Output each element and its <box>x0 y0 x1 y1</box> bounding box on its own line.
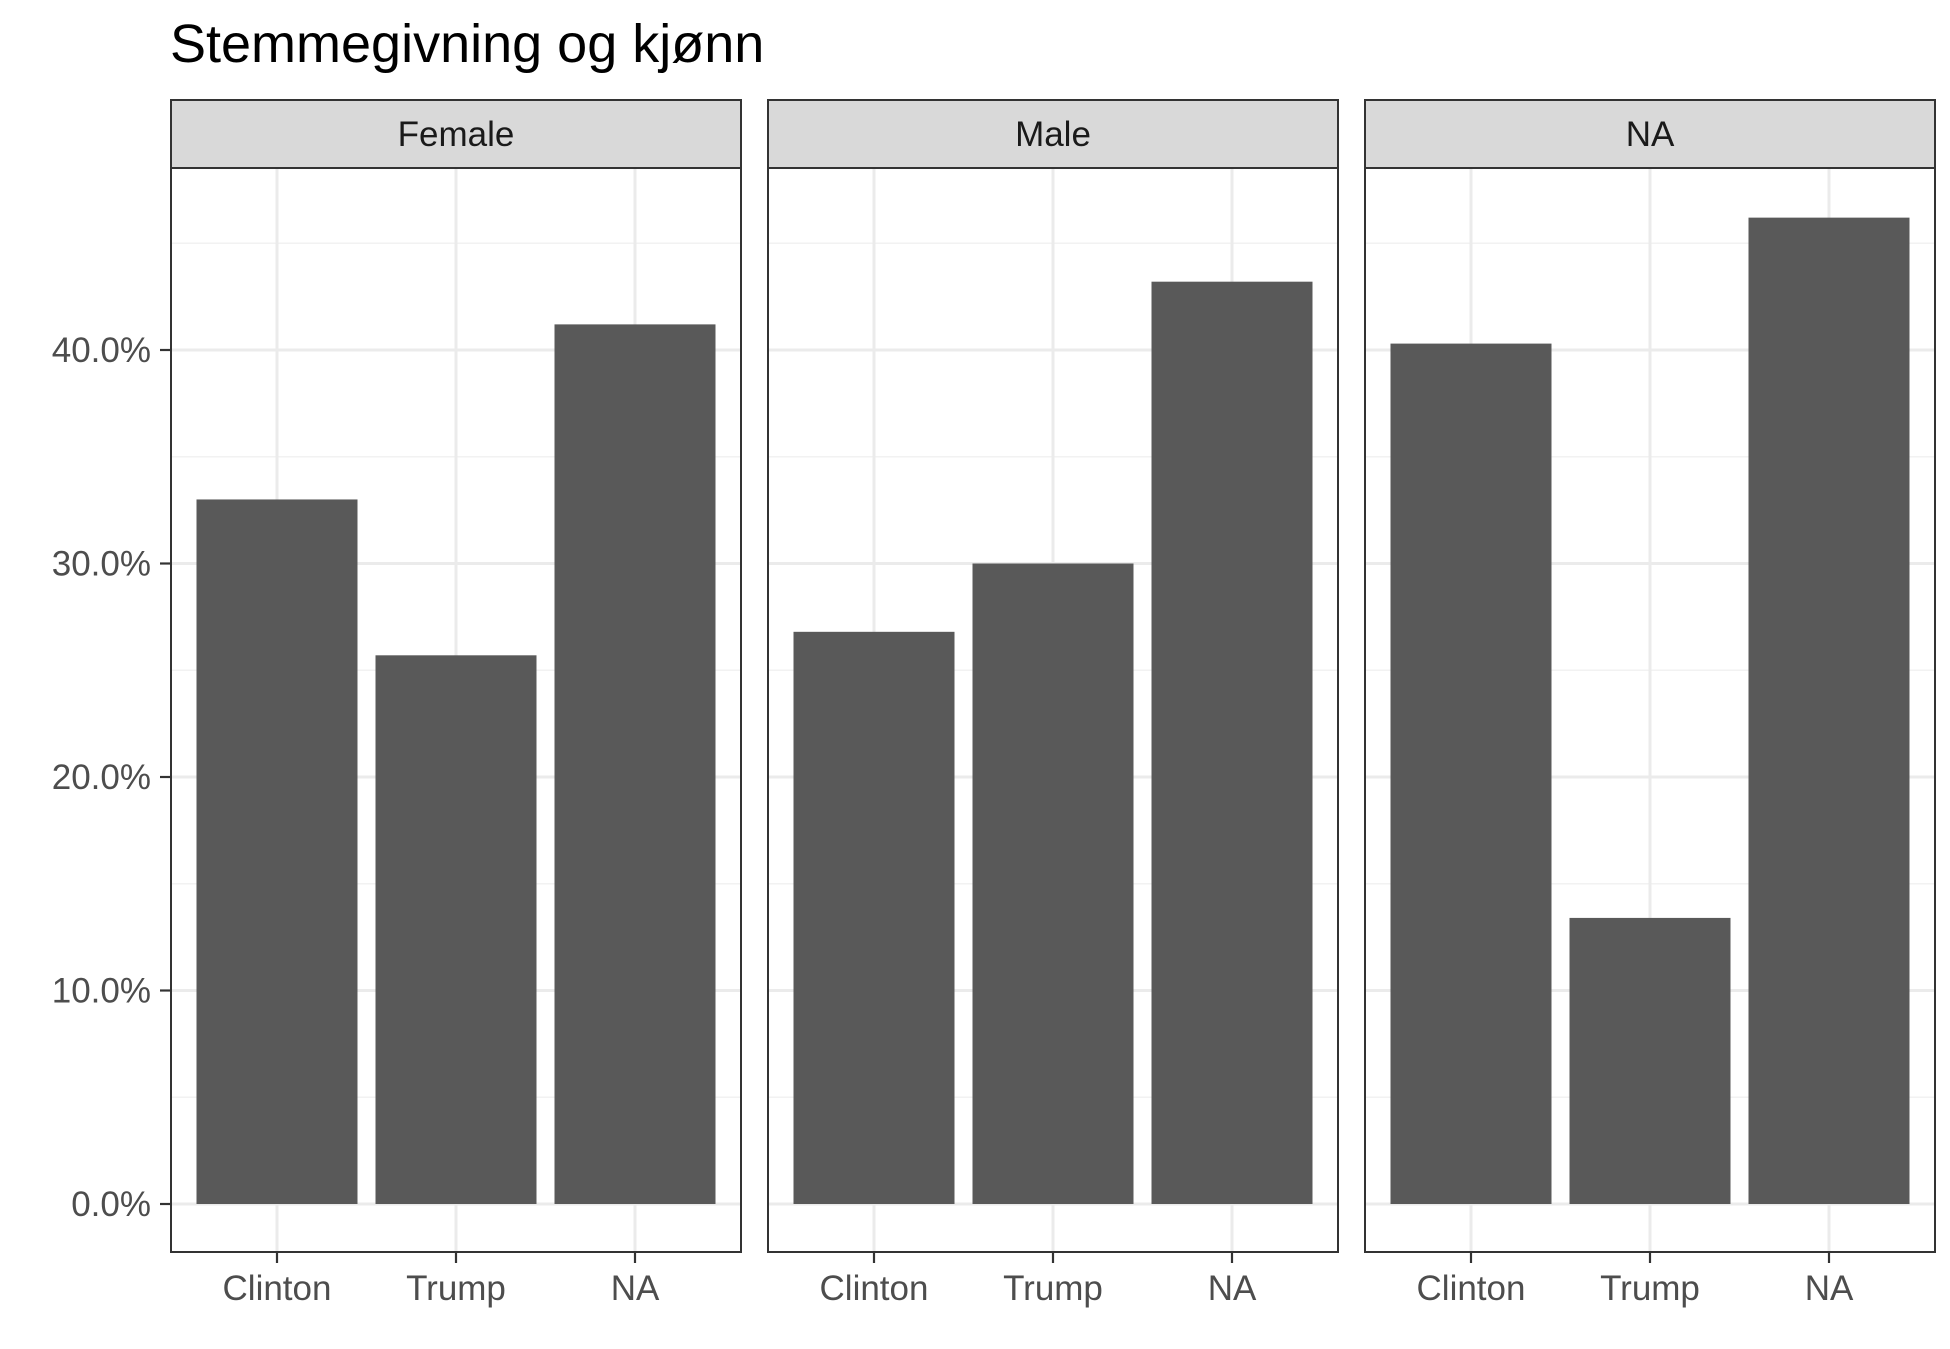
bar-male-clinton <box>793 631 955 1204</box>
y-axis: 0.0% 10.0% 20.0% 30.0% 40.0% <box>52 331 171 1224</box>
bar-female-clinton <box>196 499 358 1204</box>
x-tick-label: Clinton <box>223 1269 332 1308</box>
facet-strip <box>1364 99 1936 169</box>
facet-strip-label: Female <box>398 115 515 154</box>
x-tick-label: NA <box>611 1269 660 1308</box>
bar-male-trump <box>972 563 1134 1204</box>
bar-na-trump <box>1569 917 1731 1204</box>
facet-panel-female: Female Clinton Trump NA <box>170 99 742 1308</box>
facet-strip <box>767 99 1339 169</box>
x-tick-label: Clinton <box>820 1269 929 1308</box>
x-tick-label: Trump <box>406 1269 506 1308</box>
bar-female-na <box>554 324 716 1204</box>
x-tick-label: NA <box>1805 1269 1854 1308</box>
y-tick-label: 10.0% <box>52 972 151 1011</box>
y-tick-label: 40.0% <box>52 331 151 370</box>
x-tick-label: Trump <box>1600 1269 1700 1308</box>
bar-male-na <box>1151 281 1313 1204</box>
x-tick-label: Trump <box>1003 1269 1103 1308</box>
facet-panel-male: Male Clinton Trump NA <box>767 99 1339 1308</box>
facet-strip-label: Male <box>1015 115 1091 154</box>
bar-female-trump <box>375 655 537 1204</box>
y-tick-label: 30.0% <box>52 545 151 584</box>
bar-na-na <box>1748 217 1910 1204</box>
bar-na-clinton <box>1390 343 1552 1205</box>
x-tick-label: Clinton <box>1417 1269 1526 1308</box>
chart-title: Stemmegivning og kjønn <box>170 14 764 74</box>
x-tick-label: NA <box>1208 1269 1257 1308</box>
facet-strip <box>170 99 742 169</box>
facet-strip-label: NA <box>1626 115 1675 154</box>
y-tick-label: 0.0% <box>71 1185 151 1224</box>
facet-panel-na: NA Clinton Trump NA <box>1364 99 1936 1308</box>
y-tick-label: 20.0% <box>52 758 151 797</box>
